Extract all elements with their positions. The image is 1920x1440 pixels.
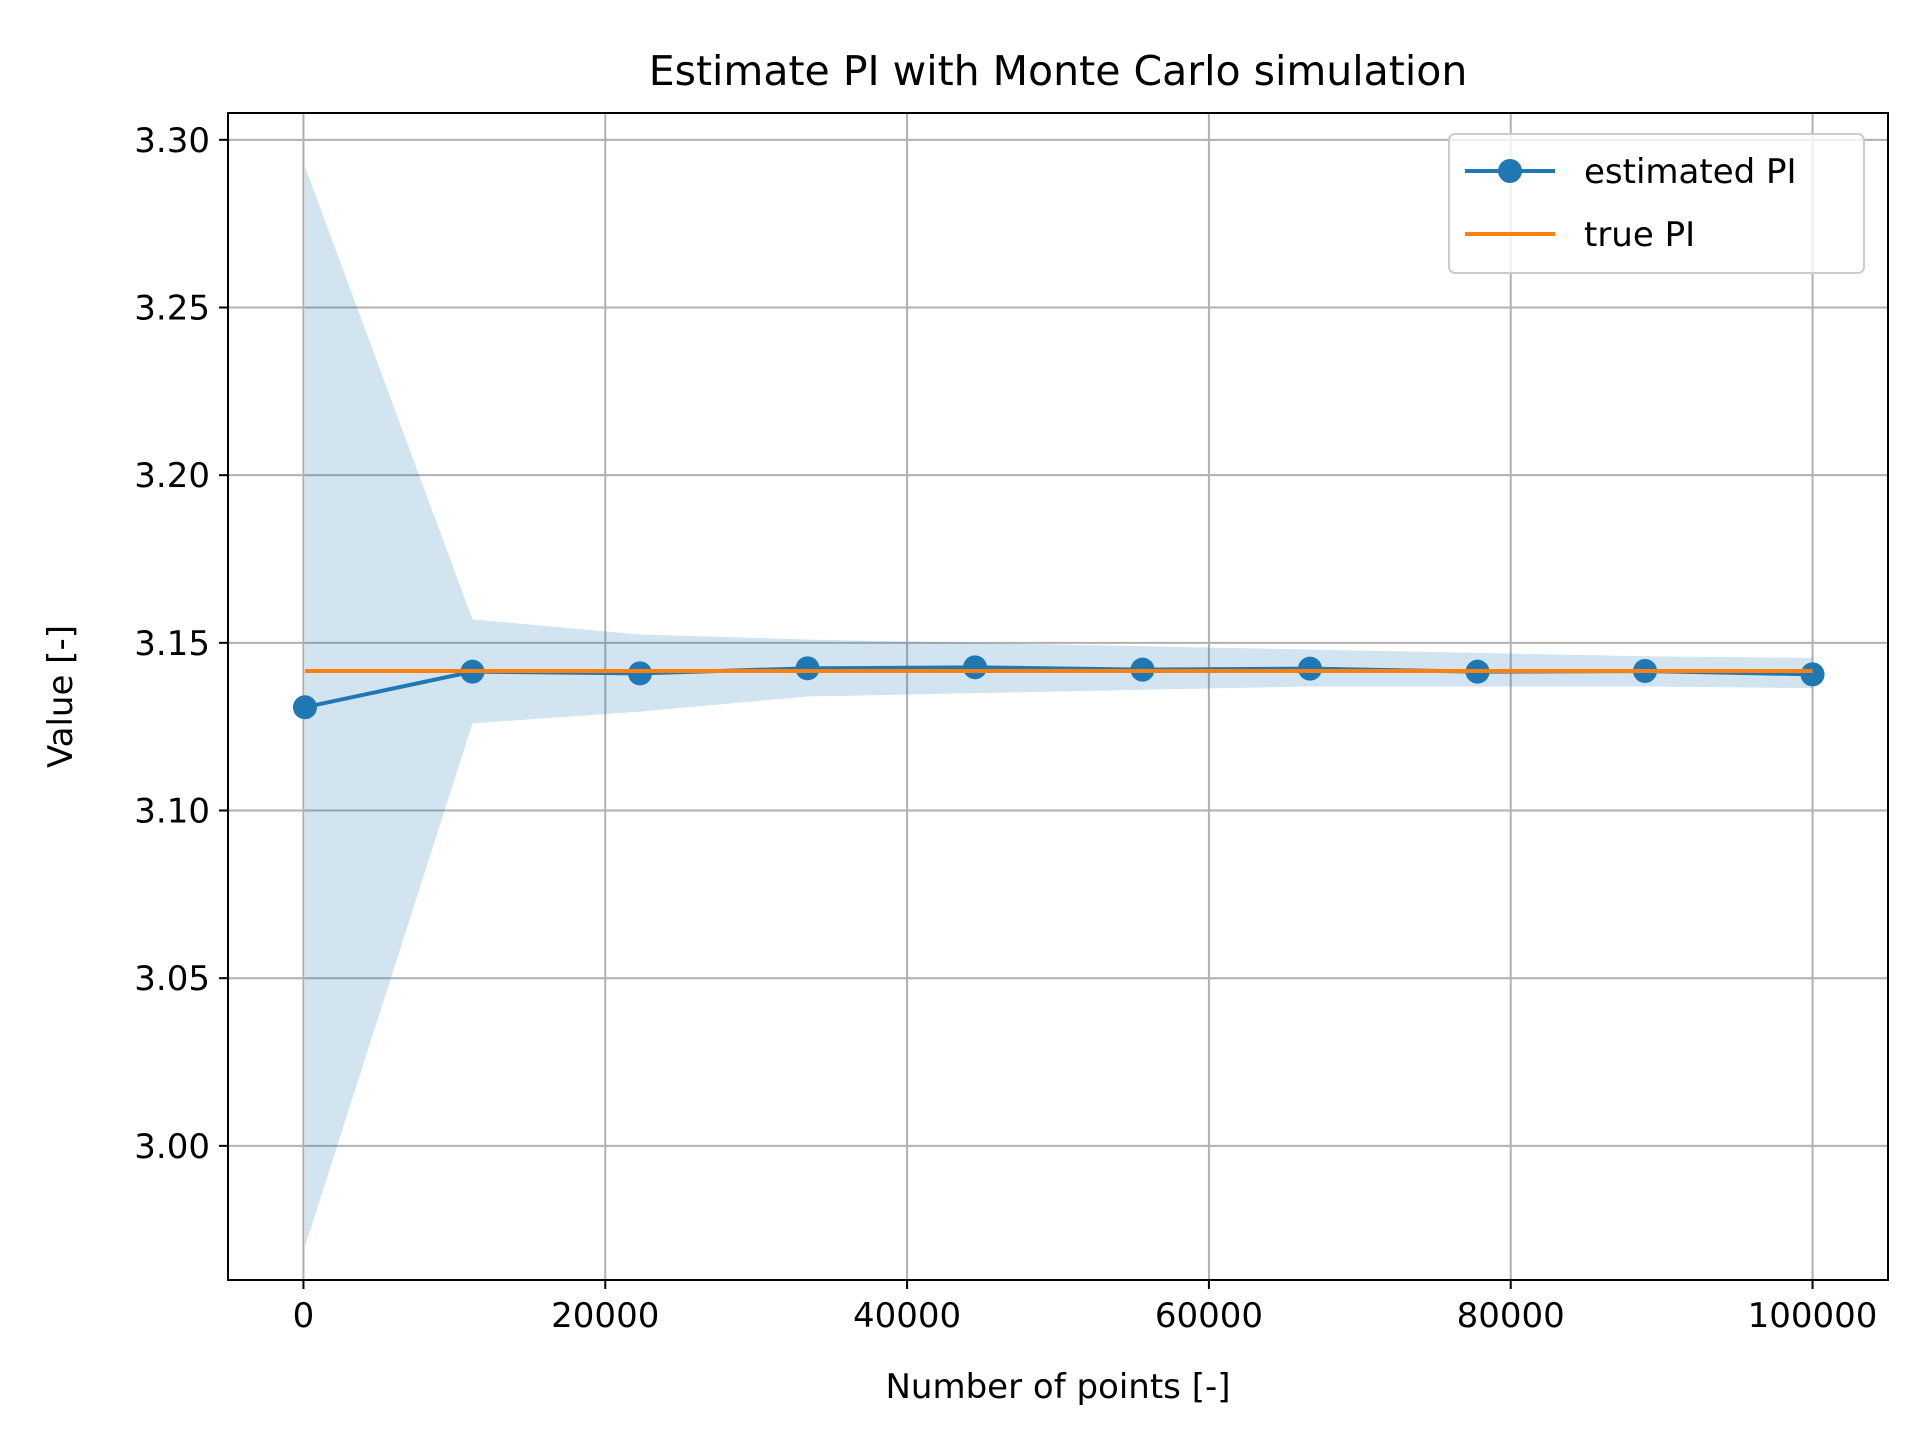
- legend-label-true-pi: true PI: [1584, 215, 1695, 255]
- x-tick-label: 100000: [1748, 1296, 1878, 1336]
- x-tick-label: 40000: [853, 1296, 961, 1336]
- data-point-estimated-pi: [1800, 662, 1825, 687]
- plot-frame: [227, 112, 1889, 1281]
- x-tick-label: 20000: [551, 1296, 659, 1336]
- y-tick-label: 3.20: [134, 456, 210, 496]
- legend-box: [1448, 133, 1865, 274]
- data-point-estimated-pi: [795, 656, 820, 681]
- grid-lines: [228, 113, 1888, 1280]
- y-axis-label: Value [-]: [41, 625, 81, 768]
- data-point-estimated-pi: [292, 695, 317, 720]
- data-point-estimated-pi: [627, 661, 652, 686]
- data-point-estimated-pi: [1298, 656, 1323, 681]
- y-tick-label: 3.00: [134, 1127, 210, 1167]
- chart-title: Estimate PI with Monte Carlo simulation: [649, 47, 1468, 95]
- y-tick-label: 3.10: [134, 792, 210, 832]
- x-tick-label: 60000: [1155, 1296, 1263, 1336]
- y-tick-label: 3.05: [134, 959, 210, 999]
- x-tick-label: 80000: [1457, 1296, 1565, 1336]
- confidence-band-layer: [304, 166, 1813, 1247]
- legend-label-estimated-pi: estimated PI: [1584, 152, 1797, 192]
- series-layer: [292, 655, 1825, 720]
- legend: estimated PI true PI: [1448, 133, 1865, 274]
- y-tick-label: 3.15: [134, 624, 210, 664]
- legend-marker-estimated-pi: [1498, 159, 1522, 183]
- x-tick-label: 0: [293, 1296, 315, 1336]
- y-tick-label: 3.30: [134, 121, 210, 161]
- data-point-estimated-pi: [963, 655, 987, 680]
- axis-ticks: 0 20000 40000 60000 80000 100000 3.00 3.05 3.10 3…: [134, 121, 1877, 1336]
- x-axis-label: Number of points [-]: [886, 1367, 1231, 1407]
- confidence-band: [304, 166, 1813, 1247]
- y-tick-label: 3.25: [134, 289, 210, 329]
